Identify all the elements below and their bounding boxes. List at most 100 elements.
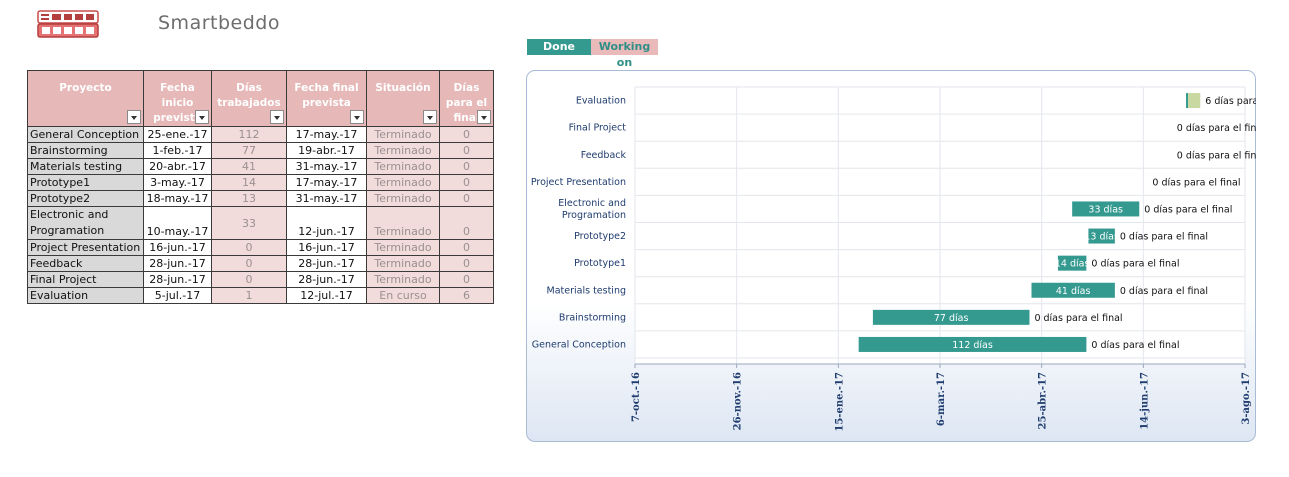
cell-days[interactable]: 14 <box>211 174 287 191</box>
bar-done-label: 13 días <box>1084 232 1119 243</box>
bar-remaining-label: 0 días para el final <box>1152 177 1240 188</box>
table-row: Prototype1 3-may.-17 14 17-may.-17 Termi… <box>27 174 494 191</box>
cell-days[interactable]: 112 <box>211 126 287 143</box>
cell-start[interactable]: 28-jun.-17 <box>143 271 212 288</box>
cell-project[interactable]: Project Presentation <box>27 239 144 256</box>
cell-start[interactable]: 20-abr.-17 <box>143 158 212 175</box>
bar-done <box>858 336 1087 352</box>
cell-days[interactable]: 33 <box>211 206 287 240</box>
cell-end[interactable]: 31-may.-17 <box>286 190 367 207</box>
cell-days-left[interactable]: 0 <box>439 255 494 272</box>
table-row: Brainstorming 1-feb.-17 77 19-abr.-17 Te… <box>27 142 494 159</box>
category-label: Feedback <box>581 150 627 161</box>
table-row: Evaluation 5-jul.-17 1 12-jul.-17 En cur… <box>27 287 494 304</box>
smartbeddo-logo <box>37 10 99 38</box>
header-days-left: Días para el final <box>439 70 494 127</box>
cell-end[interactable]: 17-may.-17 <box>286 174 367 191</box>
cell-days[interactable]: 41 <box>211 158 287 175</box>
table-row: Electronic and Programation 10-may.-17 3… <box>27 206 494 240</box>
category-label: Materials testing <box>547 285 627 296</box>
cell-status[interactable]: Terminado <box>366 126 440 143</box>
bar-done-label: 14 días <box>1055 259 1090 270</box>
cell-days[interactable]: 1 <box>211 287 287 304</box>
bar-done <box>1186 93 1189 109</box>
x-tick-label: 14-jun.-17 <box>1139 372 1150 430</box>
cell-days-left[interactable]: 0 <box>439 158 494 175</box>
cell-project[interactable]: Electronic and Programation <box>27 206 144 240</box>
cell-start[interactable]: 5-jul.-17 <box>143 287 212 304</box>
table-row: Materials testing 20-abr.-17 41 31-may.-… <box>27 158 494 175</box>
cell-status[interactable]: Terminado <box>366 255 440 272</box>
cell-days-left[interactable]: 0 <box>439 206 494 240</box>
cell-status[interactable]: Terminado <box>366 239 440 256</box>
cell-days-left[interactable]: 0 <box>439 190 494 207</box>
bar-remaining-label: 0 días para el final <box>1091 259 1179 270</box>
cell-status[interactable]: Terminado <box>366 174 440 191</box>
cell-start[interactable]: 16-jun.-17 <box>143 239 212 256</box>
table-row: Final Project 28-jun.-17 0 28-jun.-17 Te… <box>27 271 494 288</box>
cell-end[interactable]: 28-jun.-17 <box>286 255 367 272</box>
header-end: Fecha final prevista <box>286 70 367 127</box>
x-tick-label: 6-mar.-17 <box>936 372 947 426</box>
cell-project[interactable]: Evaluation <box>27 287 144 304</box>
cell-end[interactable]: 28-jun.-17 <box>286 271 367 288</box>
cell-days[interactable]: 0 <box>211 255 287 272</box>
header-days: Días trabajados <box>211 70 287 127</box>
filter-dropdown-icon[interactable] <box>270 110 284 124</box>
category-label: Prototype1 <box>574 258 626 269</box>
cell-project[interactable]: Feedback <box>27 255 144 272</box>
cell-days-left[interactable]: 0 <box>439 126 494 143</box>
x-tick-label: 25-abr.-17 <box>1038 372 1049 429</box>
cell-project[interactable]: Materials testing <box>27 158 144 175</box>
cell-status[interactable]: Terminado <box>366 206 440 240</box>
cell-end[interactable]: 31-may.-17 <box>286 158 367 175</box>
cell-project[interactable]: Final Project <box>27 271 144 288</box>
header-status: Situación <box>366 70 440 127</box>
filter-dropdown-icon[interactable] <box>127 110 141 124</box>
cell-status[interactable]: En curso <box>366 287 440 304</box>
category-label: Prototype2 <box>574 231 626 242</box>
bar-remaining-label: 0 días para el final <box>1177 150 1256 161</box>
cell-project[interactable]: Brainstorming <box>27 142 144 159</box>
cell-days[interactable]: 77 <box>211 142 287 159</box>
cell-days-left[interactable]: 6 <box>439 287 494 304</box>
bar-remaining-label: 0 días para el final <box>1091 340 1179 351</box>
cell-status[interactable]: Terminado <box>366 271 440 288</box>
filter-dropdown-icon[interactable] <box>423 110 437 124</box>
x-tick-label: 26-nov.-16 <box>733 372 744 430</box>
cell-days[interactable]: 13 <box>211 190 287 207</box>
cell-status[interactable]: Terminado <box>366 190 440 207</box>
bar-remaining-label: 0 días para el final <box>1177 123 1256 134</box>
cell-days[interactable]: 0 <box>211 239 287 256</box>
cell-start[interactable]: 28-jun.-17 <box>143 255 212 272</box>
cell-status[interactable]: Terminado <box>366 142 440 159</box>
cell-days-left[interactable]: 0 <box>439 239 494 256</box>
cell-project[interactable]: General Conception <box>27 126 144 143</box>
cell-end[interactable]: 12-jul.-17 <box>286 287 367 304</box>
cell-days[interactable]: 0 <box>211 271 287 288</box>
bar-done <box>1031 282 1115 298</box>
cell-end[interactable]: 16-jun.-17 <box>286 239 367 256</box>
cell-project[interactable]: Prototype1 <box>27 174 144 191</box>
cell-status[interactable]: Terminado <box>366 158 440 175</box>
legend-done: Done <box>527 39 591 55</box>
cell-project[interactable]: Prototype2 <box>27 190 144 207</box>
cell-days-left[interactable]: 0 <box>439 271 494 288</box>
bar-done <box>1088 228 1115 244</box>
filter-dropdown-icon[interactable] <box>350 110 364 124</box>
cell-days-left[interactable]: 0 <box>439 142 494 159</box>
cell-end[interactable]: 12-jun.-17 <box>286 206 367 240</box>
cell-start[interactable]: 25-ene.-17 <box>143 126 212 143</box>
cell-start[interactable]: 10-may.-17 <box>143 206 212 240</box>
cell-start[interactable]: 3-may.-17 <box>143 174 212 191</box>
header-start: Fecha inicio prevista <box>143 70 212 127</box>
app-title: Smartbeddo <box>158 12 280 34</box>
cell-start[interactable]: 1-feb.-17 <box>143 142 212 159</box>
cell-end[interactable]: 19-abr.-17 <box>286 142 367 159</box>
filter-dropdown-icon[interactable] <box>195 110 209 124</box>
cell-end[interactable]: 17-may.-17 <box>286 126 367 143</box>
cell-start[interactable]: 18-may.-17 <box>143 190 212 207</box>
filter-dropdown-icon[interactable] <box>477 110 491 124</box>
cell-days-left[interactable]: 0 <box>439 174 494 191</box>
bar-remaining-label: 0 días para el final <box>1120 286 1208 297</box>
